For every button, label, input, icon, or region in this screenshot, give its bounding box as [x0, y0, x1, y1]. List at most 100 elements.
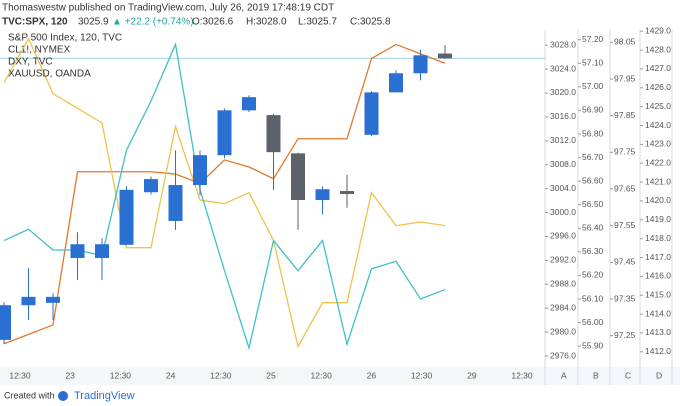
legend-entry: CL1!, NYMEX [8, 45, 71, 56]
axis-tick-label: 1416.0 [645, 271, 671, 281]
axis-tick-label: 1415.0 [645, 289, 671, 299]
axis-name: A [561, 370, 567, 380]
axis-tick-label: 3024.0 [550, 63, 576, 73]
axis-tick-label: 1414.0 [645, 308, 671, 318]
axis-name: B [593, 370, 599, 380]
axis-tick-label: 1429.0 [645, 25, 671, 35]
axis-tick-label: 1412.0 [645, 346, 671, 356]
footer-prefix: Created with [4, 390, 55, 400]
axis-tick-label: 56.70 [582, 152, 604, 162]
candle-body [21, 296, 36, 306]
time-label: 24 [166, 370, 176, 380]
published: Thomaswestw published on TradingView.com… [2, 3, 334, 14]
series-line [3, 43, 446, 345]
candle-body [119, 189, 134, 245]
time-label: 12:30 [210, 370, 232, 380]
time-label: 12:30 [511, 370, 533, 380]
axis-tick-label: 1420.0 [645, 195, 671, 205]
axis-tick-label: 97.95 [614, 73, 636, 83]
axis-tick-label: 1427.0 [645, 63, 671, 73]
candle-body [413, 55, 428, 74]
axis-tick-label: 1424.0 [645, 120, 671, 130]
axis-tick-label: 1421.0 [645, 176, 671, 186]
axis-tick-label: 1428.0 [645, 44, 671, 54]
axis-tick-label: 3016.0 [550, 111, 576, 121]
symbol: TVC:SPX, 120 [2, 17, 68, 28]
axis-tick-label: 2980.0 [550, 326, 576, 336]
candle-body [315, 189, 330, 200]
axis-tick-label: 56.20 [582, 270, 604, 280]
axis-tick-label: 1413.0 [645, 327, 671, 337]
axis-tick-label: 56.40 [582, 223, 604, 233]
candle-body [266, 115, 281, 153]
axis-tick-label: 1425.0 [645, 101, 671, 111]
time-label: 12:30 [110, 370, 132, 380]
candle-body [0, 305, 11, 340]
axis-tick-label: 57.20 [582, 34, 604, 44]
axis-tick-label: 56.80 [582, 128, 604, 138]
axis-tick-label: 56.30 [582, 246, 604, 256]
candle-body [46, 296, 60, 303]
axis-tick-label: 3020.0 [550, 87, 576, 97]
axis-tick-label: 1422.0 [645, 157, 671, 167]
candle-body [340, 191, 354, 195]
time-label: 12:30 [411, 370, 433, 380]
axis-tick-label: 1419.0 [645, 214, 671, 224]
axis-tick-label: 3012.0 [550, 135, 576, 145]
axis-tick-label: 2996.0 [550, 231, 576, 241]
candle-body [291, 153, 305, 200]
axis-tick-label: 56.00 [582, 317, 604, 327]
candle-body [193, 155, 207, 186]
open: O:3026.6 [192, 17, 234, 28]
axis-tick-label: 97.55 [614, 220, 636, 230]
axis-tick-label: 2992.0 [550, 255, 576, 265]
time-label: 12:30 [311, 370, 333, 380]
axis-tick-label: 97.85 [614, 110, 636, 120]
candle-body [70, 244, 85, 258]
candle-body [217, 110, 232, 156]
candle-body [168, 185, 183, 221]
change: ▲ +22.2 (+0.74%) [112, 17, 194, 28]
candle-body [389, 73, 403, 93]
axis-name: D [656, 370, 662, 380]
legend-entry: DXY, TVC [8, 57, 53, 68]
legend-entry: XAUUSD, OANDA [8, 69, 91, 80]
candle-body [438, 53, 452, 59]
axis-tick-label: 1417.0 [645, 252, 671, 262]
axis-tick-label: 56.10 [582, 293, 604, 303]
axis-tick-label: 1426.0 [645, 82, 671, 92]
last: 3025.9 [78, 17, 109, 28]
axis-tick-label: 1418.0 [645, 233, 671, 243]
time-label: 29 [467, 370, 477, 380]
candle-body [95, 244, 109, 258]
legend-main: S&P 500 Index, 120, TVC [8, 33, 122, 44]
axis-tick-label: 56.60 [582, 175, 604, 185]
logo [58, 391, 68, 401]
candle-body [242, 97, 256, 111]
candle-body [364, 92, 379, 135]
candle-body [144, 179, 158, 193]
axis-tick-label: 3004.0 [550, 183, 576, 193]
high: H:3028.0 [246, 17, 287, 28]
axis-tick-label: 97.45 [614, 257, 636, 267]
axis-tick-label: 1423.0 [645, 139, 671, 149]
axis-tick-label: 2976.0 [550, 350, 576, 360]
time-label: 26 [367, 370, 377, 380]
axis-name: C [625, 370, 631, 380]
series-line [3, 37, 446, 349]
time-label: 23 [65, 370, 75, 380]
axis-tick-label: 97.75 [614, 147, 636, 157]
axis-tick-label: 56.50 [582, 199, 604, 209]
axis-tick-label: 2984.0 [550, 302, 576, 312]
axis-tick-label: 97.25 [614, 330, 636, 340]
axis-tick-label: 2988.0 [550, 279, 576, 289]
time-axis [0, 367, 680, 385]
low: L:3025.7 [298, 17, 337, 28]
axis-tick-label: 55.90 [582, 340, 604, 350]
axis-tick-label: 3028.0 [550, 39, 576, 49]
axis-tick-label: 57.10 [582, 58, 604, 68]
axis-tick-label: 3000.0 [550, 207, 576, 217]
axis-tick-label: 97.35 [614, 293, 636, 303]
